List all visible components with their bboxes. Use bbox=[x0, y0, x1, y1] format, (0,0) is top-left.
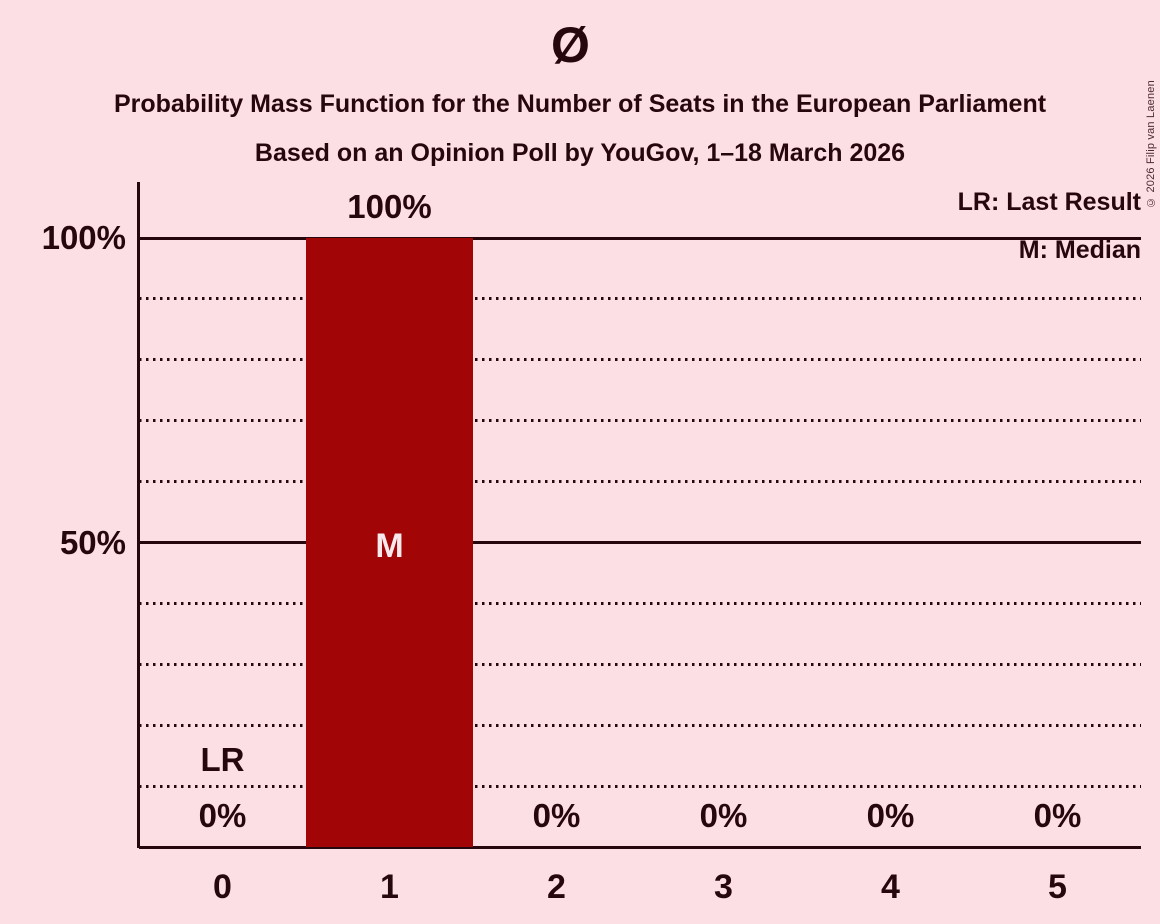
x-tick-label-3: 3 bbox=[714, 868, 733, 906]
gridline-dotted-60 bbox=[139, 480, 1141, 484]
x-tick-label-4: 4 bbox=[881, 868, 900, 906]
chart-title: Ø bbox=[551, 17, 590, 73]
chart-subtitle: Probability Mass Function for the Number… bbox=[113, 90, 1047, 118]
x-tick-label-0: 0 bbox=[213, 868, 232, 906]
bar-seats-1: M bbox=[306, 238, 473, 847]
gridline-dotted-30 bbox=[139, 662, 1141, 666]
gridline-solid-50 bbox=[139, 541, 1141, 544]
gridline-dotted-20 bbox=[139, 723, 1141, 727]
value-label-seats-5: 0% bbox=[1033, 797, 1082, 834]
gridline-solid-100 bbox=[139, 236, 1141, 240]
x-tick-label-1: 1 bbox=[380, 868, 399, 906]
legend-median: M: Median bbox=[1018, 236, 1141, 264]
x-axis-line bbox=[139, 845, 1141, 849]
y-tick-label-50: 50% bbox=[59, 523, 126, 561]
value-label-seats-1: 100% bbox=[347, 188, 432, 225]
y-tick-label-100: 100% bbox=[41, 219, 126, 256]
x-tick-label-5: 5 bbox=[1048, 868, 1067, 906]
y-axis-line bbox=[137, 182, 140, 848]
gridline-dotted-90 bbox=[139, 297, 1141, 301]
last-result-marker: LR bbox=[200, 741, 245, 778]
chart-source-note: Based on an Opinion Poll by YouGov, 1–18… bbox=[254, 139, 906, 167]
median-marker: M bbox=[375, 526, 404, 565]
gridline-dotted-80 bbox=[139, 358, 1141, 362]
gridline-dotted-10 bbox=[139, 784, 1141, 788]
gridline-dotted-40 bbox=[139, 601, 1141, 605]
value-label-seats-0: 0% bbox=[198, 797, 247, 834]
value-label-seats-3: 0% bbox=[699, 797, 748, 834]
value-label-seats-4: 0% bbox=[866, 797, 915, 834]
value-label-seats-2: 0% bbox=[532, 797, 581, 834]
x-tick-label-2: 2 bbox=[547, 868, 566, 906]
gridline-dotted-70 bbox=[139, 419, 1141, 423]
legend-last-result: LR: Last Result bbox=[957, 188, 1141, 216]
